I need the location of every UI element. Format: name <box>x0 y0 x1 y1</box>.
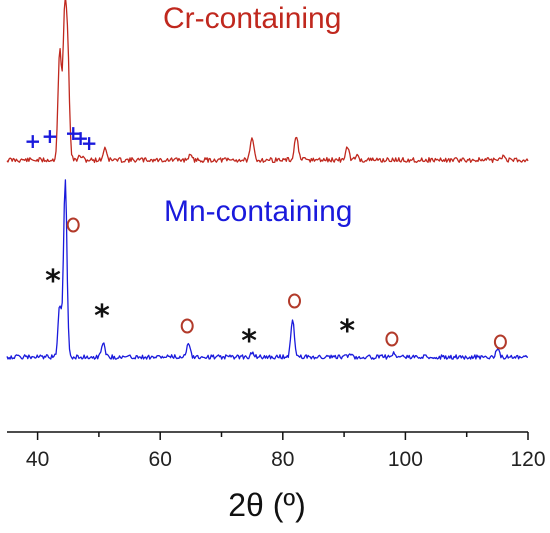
series-line-cr <box>6 0 529 164</box>
x-tick-label: 120 <box>510 448 545 471</box>
marker-circle <box>288 293 301 309</box>
marker-star: * <box>45 264 61 299</box>
marker-plus: + <box>65 121 82 145</box>
marker-circle <box>493 334 507 350</box>
marker-circle <box>66 217 80 233</box>
series-label-cr: Cr-containing <box>163 2 341 35</box>
marker-circle <box>180 318 194 334</box>
traces-layer <box>6 0 529 360</box>
marker-plus: + <box>24 129 41 153</box>
marker-star: * <box>241 324 257 359</box>
x-axis: 40 60 80 100 120 <box>7 431 546 471</box>
x-tick-label: 80 <box>271 448 294 471</box>
series-label-mn: Mn-containing <box>164 195 352 228</box>
series-line-mn <box>6 179 529 360</box>
x-tick-label: 100 <box>388 448 423 471</box>
marker-plus: + <box>81 131 98 155</box>
marker-star: * <box>94 299 110 334</box>
x-tick-label: 40 <box>26 448 49 471</box>
x-tick-label: 60 <box>149 448 172 471</box>
marker-star: * <box>339 314 355 349</box>
marker-plus: + <box>42 124 59 148</box>
markers-layer: + + +++*** * <box>24 121 507 359</box>
marker-circle <box>385 331 399 347</box>
x-axis-title: 2θ (º) <box>228 487 305 523</box>
marker-plus: + <box>72 126 89 150</box>
